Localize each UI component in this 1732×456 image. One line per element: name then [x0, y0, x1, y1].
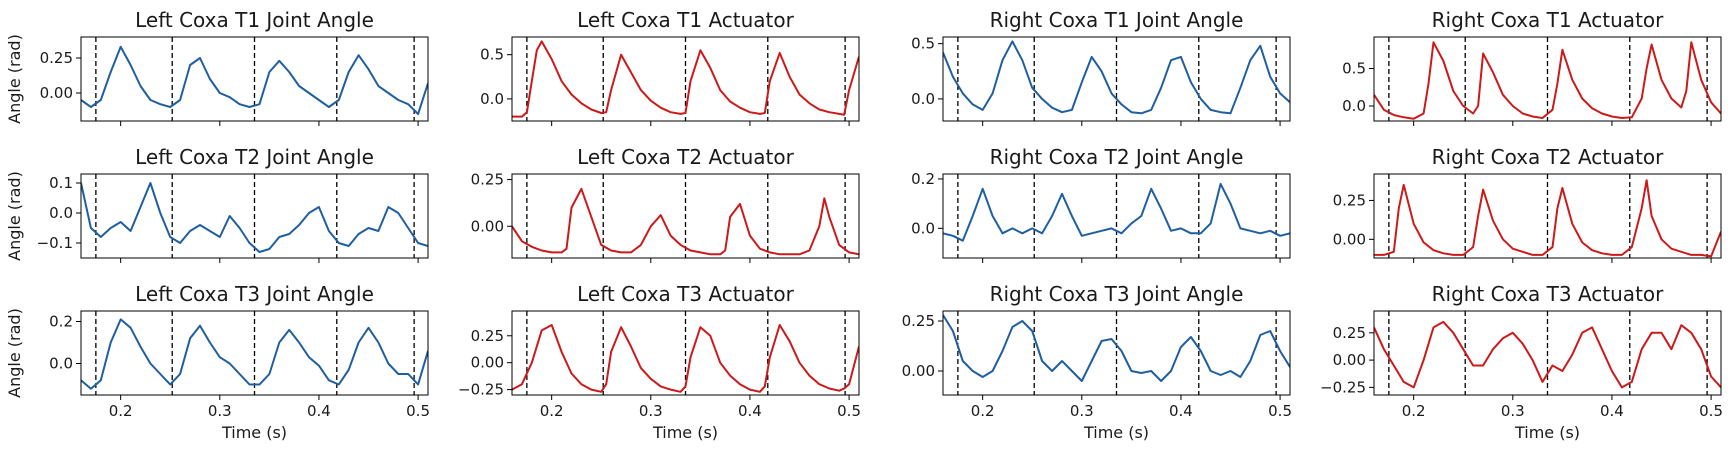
y-tick-label: 0.1 [49, 174, 73, 192]
series-line [943, 182, 1290, 242]
y-axis-label: Angle (rad) [5, 171, 24, 261]
subplot-title: Left Coxa T3 Joint Angle [135, 282, 374, 306]
x-axis-label: Time (s) [652, 423, 718, 442]
subplot-title: Right Coxa T1 Actuator [1432, 8, 1665, 32]
y-tick-label: 0.00 [471, 354, 504, 372]
y-tick-label: −0.25 [1320, 378, 1366, 396]
x-tick-label: 0.4 [1169, 402, 1193, 420]
y-tick-label: −0.25 [458, 381, 504, 399]
subplot-title: Right Coxa T2 Joint Angle [990, 145, 1244, 169]
subplot-title: Left Coxa T3 Actuator [577, 282, 794, 306]
axes-frame [511, 173, 860, 259]
x-tick-label: 0.5 [1699, 402, 1723, 420]
subplot-title: Right Coxa T3 Joint Angle [990, 282, 1244, 306]
subplot-2: Right Coxa T1 Joint Angle 0.0 0.5 [911, 8, 1291, 126]
x-tick-label: 0.2 [971, 402, 995, 420]
x-tick-label: 0.4 [1600, 402, 1624, 420]
subplot-title: Right Coxa T2 Actuator [1432, 145, 1665, 169]
y-tick-label: 0.00 [471, 217, 504, 235]
series-line [81, 182, 428, 253]
y-tick-label: 0.00 [902, 362, 935, 380]
subplot-7: Right Coxa T2 Actuator 0.00 0.25 [1333, 145, 1722, 263]
series-line [81, 318, 428, 390]
y-tick-label: 0.25 [471, 171, 504, 189]
x-tick-label: 0.3 [1501, 402, 1525, 420]
series-line [1374, 179, 1721, 258]
subplot-title: Right Coxa T1 Joint Angle [990, 8, 1244, 32]
subplot-title: Left Coxa T2 Joint Angle [135, 145, 374, 169]
y-tick-label: −0.1 [37, 234, 73, 252]
x-tick-label: 0.5 [837, 402, 861, 420]
x-tick-label: 0.4 [307, 402, 331, 420]
series-line [512, 187, 859, 256]
subplot-title: Left Coxa T1 Joint Angle [135, 8, 374, 32]
series-line [943, 40, 1290, 115]
subplot-3: Right Coxa T1 Actuator 0.0 0.5 [1342, 8, 1722, 126]
axes-frame [1373, 173, 1722, 259]
y-tick-label: 0.0 [911, 90, 935, 108]
y-tick-label: 0.00 [1333, 351, 1366, 369]
y-tick-label: 0.25 [40, 49, 73, 67]
subplot-title: Left Coxa T1 Actuator [577, 8, 794, 32]
y-tick-label: 0.2 [911, 170, 935, 188]
x-tick-label: 0.3 [639, 402, 663, 420]
y-tick-label: 0.0 [911, 219, 935, 237]
x-axis-label: Time (s) [221, 423, 287, 442]
y-tick-label: 0.25 [1333, 191, 1366, 209]
subplot-title: Right Coxa T3 Actuator [1432, 282, 1665, 306]
subplot-11: Right Coxa T3 Actuator −0.25 0.00 0.25 0.2 0.… [1320, 282, 1723, 442]
axes-frame [1373, 36, 1722, 122]
axes-frame [1373, 310, 1722, 396]
series-line [1374, 320, 1721, 389]
x-axis-label: Time (s) [1514, 423, 1580, 442]
x-tick-label: 0.4 [738, 402, 762, 420]
series-line [1374, 41, 1721, 120]
x-tick-label: 0.2 [1402, 402, 1426, 420]
subplot-5: Left Coxa T2 Actuator 0.00 0.25 [471, 145, 860, 263]
y-tick-label: 0.5 [1342, 60, 1366, 78]
axes-frame [511, 36, 860, 122]
x-tick-label: 0.5 [406, 402, 430, 420]
y-axis-label: Angle (rad) [5, 308, 24, 398]
series-line [943, 314, 1290, 382]
subplot-0: Left Coxa T1 Joint Angle 0.00 0.25 Angle (r… [5, 8, 429, 126]
x-tick-label: 0.3 [208, 402, 232, 420]
axes-frame [80, 173, 429, 259]
axes-frame [80, 36, 429, 122]
axes-frame [942, 36, 1291, 122]
y-tick-label: 0.00 [1333, 230, 1366, 248]
axes-frame [511, 310, 860, 396]
axes-frame [80, 310, 429, 396]
y-axis-label: Angle (rad) [5, 34, 24, 124]
series-line [512, 324, 859, 393]
series-line [512, 40, 859, 118]
x-tick-label: 0.2 [540, 402, 564, 420]
y-tick-label: 0.00 [40, 84, 73, 102]
y-tick-label: 0.25 [902, 312, 935, 330]
axes-frame [942, 173, 1291, 259]
x-tick-label: 0.5 [1268, 402, 1292, 420]
subplot-4: Left Coxa T2 Joint Angle −0.1 0.0 0.1 Angle … [5, 145, 429, 263]
subplot-10: Right Coxa T3 Joint Angle 0.00 0.25 0.2 0.3 0… [902, 282, 1292, 442]
y-tick-label: 0.5 [911, 35, 935, 53]
y-tick-label: 0.25 [1333, 324, 1366, 342]
subplot-8: Left Coxa T3 Joint Angle 0.0 0.2 0.2 0.3 0.4 0… [5, 282, 430, 442]
y-tick-label: 0.0 [49, 355, 73, 373]
y-tick-label: 0.0 [1342, 97, 1366, 115]
x-tick-label: 0.3 [1070, 402, 1094, 420]
y-tick-label: 0.0 [480, 90, 504, 108]
y-tick-label: 0.2 [49, 313, 73, 331]
subplot-title: Left Coxa T2 Actuator [577, 145, 794, 169]
y-tick-label: 0.0 [49, 204, 73, 222]
axes-frame [942, 310, 1291, 396]
y-tick-label: 0.5 [480, 46, 504, 64]
subplot-6: Right Coxa T2 Joint Angle 0.0 0.2 [911, 145, 1291, 263]
subplot-9: Left Coxa T3 Actuator −0.25 0.00 0.25 0.2 0.3… [458, 282, 861, 442]
y-tick-label: 0.25 [471, 327, 504, 345]
x-axis-label: Time (s) [1083, 423, 1149, 442]
subplot-1: Left Coxa T1 Actuator 0.0 0.5 [480, 8, 860, 126]
series-line [81, 45, 428, 115]
x-tick-label: 0.2 [109, 402, 133, 420]
